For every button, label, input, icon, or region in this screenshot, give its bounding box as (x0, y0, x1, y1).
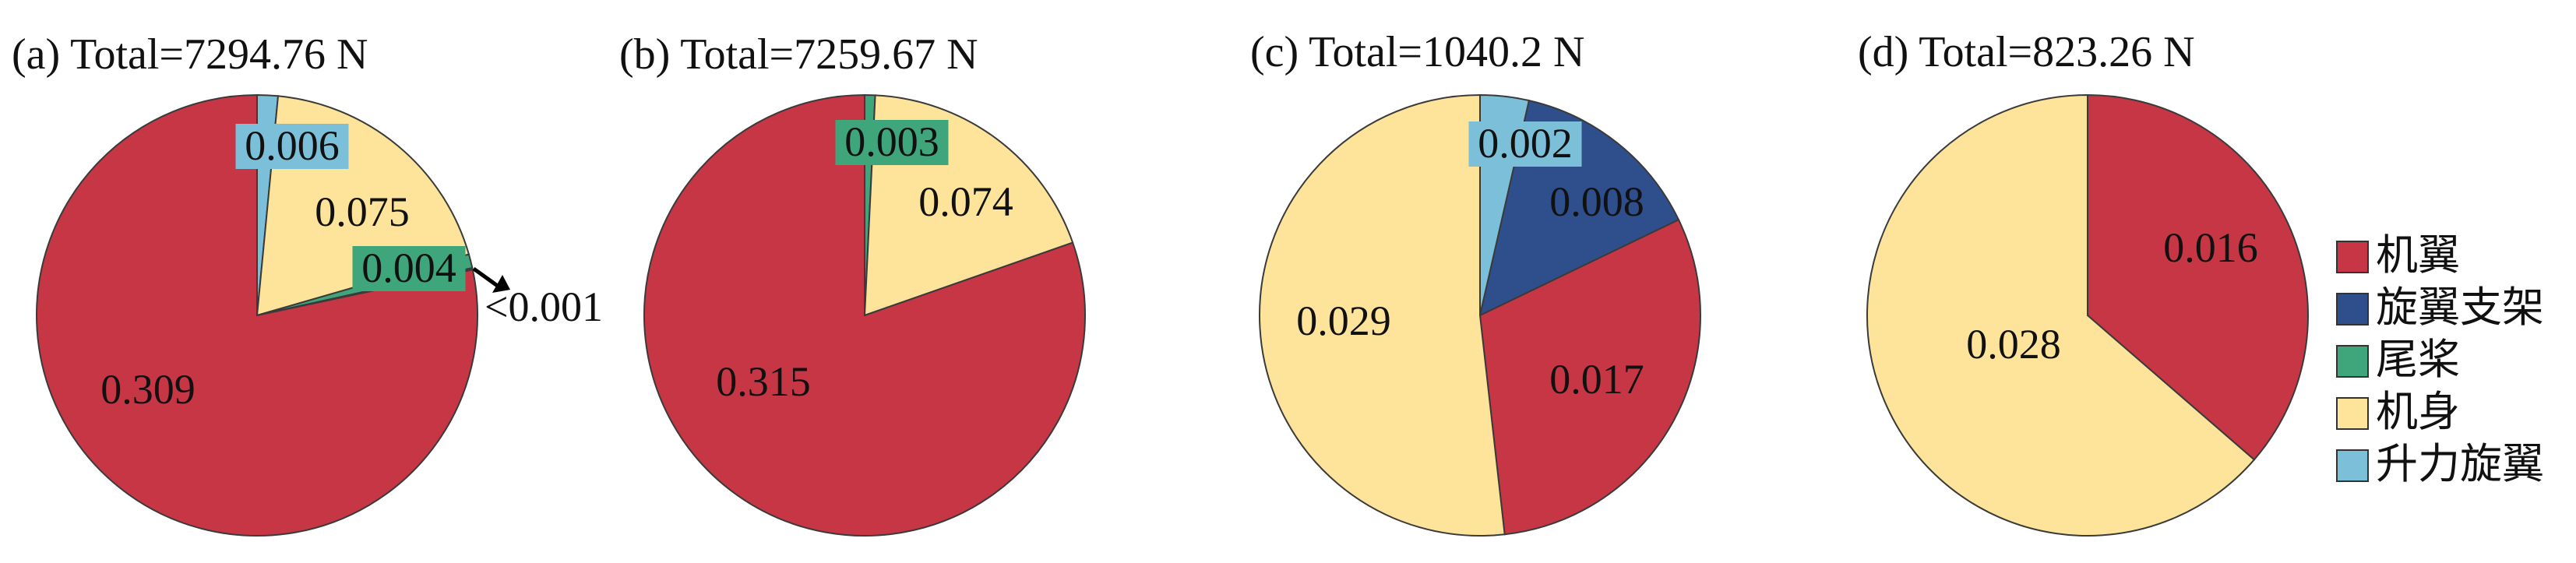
pie-slice (1866, 93, 2256, 537)
panel-title: (d) Total=823.26 N (1858, 28, 2195, 76)
panel-title: (a) Total=7294.76 N (12, 30, 368, 79)
slice-label: 0.074 (918, 178, 1013, 225)
pie-panel: (a) Total=7294.76 N 0.006 0.075 0.004 <0.001… (12, 30, 603, 537)
slice-label: <0.001 (485, 283, 603, 330)
legend-swatch (2336, 345, 2369, 378)
pie-panel: (b) Total=7259.67 N 0.003 0.074 0.315 (619, 30, 1086, 537)
legend-label: 尾桨 (2376, 335, 2460, 384)
panel-title: (c) Total=1040.2 N (1250, 28, 1584, 76)
slice-label: 0.017 (1549, 356, 1644, 403)
slice-label: 0.309 (100, 366, 196, 413)
callout-arrowhead (492, 275, 510, 293)
legend-label: 升力旋翼 (2376, 439, 2544, 488)
legend-label: 旋翼支架 (2376, 283, 2544, 332)
slice-label-bg (235, 124, 349, 169)
pie-slice (2087, 93, 2309, 461)
slice-label: 0.006 (245, 122, 340, 169)
legend-label: 机翼 (2376, 230, 2460, 280)
pie-slice (1259, 93, 1506, 537)
slice-label: 0.003 (844, 118, 939, 165)
slice-label: 0.008 (1549, 178, 1644, 225)
pie-slice (36, 93, 478, 537)
slice-label: 0.075 (315, 188, 410, 235)
legend-swatch (2336, 449, 2369, 482)
slice-label: 0.029 (1296, 297, 1391, 344)
slice-label: 0.004 (361, 245, 456, 291)
pie-panel: (d) Total=823.26 N 0.016 0.028 (1858, 28, 2309, 537)
pie-slice (1478, 218, 1701, 536)
callout-arrow (472, 266, 500, 289)
legend-label: 机身 (2376, 387, 2460, 436)
legend-swatch (2336, 293, 2369, 325)
pie-panel: (c) Total=1040.2 N 0.002 0.008 0.017 0.029 (1250, 28, 1701, 537)
panel-title: (b) Total=7259.67 N (619, 30, 978, 79)
slice-label-bg (352, 246, 466, 291)
pie-slice (643, 93, 1086, 537)
slice-label: 0.002 (1478, 120, 1573, 167)
slice-label: 0.028 (1966, 321, 2061, 368)
slice-label-bg (1468, 121, 1582, 167)
slice-label: 0.016 (2163, 224, 2258, 271)
legend-swatch (2336, 241, 2369, 273)
slice-label: 0.315 (716, 358, 811, 405)
legend-swatch (2336, 397, 2369, 430)
slice-label-bg (835, 120, 949, 165)
